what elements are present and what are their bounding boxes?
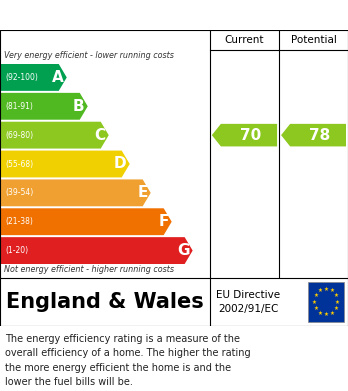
Text: Potential: Potential xyxy=(291,35,337,45)
Polygon shape xyxy=(0,237,193,264)
Text: lower the fuel bills will be.: lower the fuel bills will be. xyxy=(5,377,133,387)
Text: (55-68): (55-68) xyxy=(5,160,33,169)
Text: ★: ★ xyxy=(318,310,323,316)
Text: Very energy efficient - lower running costs: Very energy efficient - lower running co… xyxy=(4,51,174,60)
Text: ★: ★ xyxy=(312,300,317,305)
Text: England & Wales: England & Wales xyxy=(6,292,204,312)
Text: B: B xyxy=(73,99,85,114)
Text: Energy Efficiency Rating: Energy Efficiency Rating xyxy=(8,7,218,23)
Polygon shape xyxy=(0,93,88,120)
Polygon shape xyxy=(0,179,151,206)
Text: (81-91): (81-91) xyxy=(5,102,33,111)
Text: C: C xyxy=(95,127,106,143)
Text: The energy efficiency rating is a measure of the: The energy efficiency rating is a measur… xyxy=(5,334,240,344)
Text: the more energy efficient the home is and the: the more energy efficient the home is an… xyxy=(5,363,231,373)
Text: ★: ★ xyxy=(324,287,329,292)
Text: ★: ★ xyxy=(333,293,338,298)
Text: 2002/91/EC: 2002/91/EC xyxy=(218,304,279,314)
Polygon shape xyxy=(212,124,277,146)
Text: ★: ★ xyxy=(333,306,338,311)
Text: F: F xyxy=(158,214,169,229)
Text: A: A xyxy=(52,70,64,85)
Text: (92-100): (92-100) xyxy=(5,73,38,82)
Text: D: D xyxy=(114,156,127,172)
Text: EU Directive: EU Directive xyxy=(216,290,280,300)
Text: (69-80): (69-80) xyxy=(5,131,33,140)
Polygon shape xyxy=(281,124,346,146)
Text: ★: ★ xyxy=(324,312,329,317)
Text: overall efficiency of a home. The higher the rating: overall efficiency of a home. The higher… xyxy=(5,348,251,359)
Text: Current: Current xyxy=(225,35,264,45)
Text: ★: ★ xyxy=(314,306,318,311)
Text: (39-54): (39-54) xyxy=(5,188,33,197)
Polygon shape xyxy=(0,151,130,178)
Text: 70: 70 xyxy=(240,127,262,143)
Text: 78: 78 xyxy=(309,127,331,143)
Polygon shape xyxy=(0,64,67,91)
Bar xyxy=(308,282,344,322)
Text: ★: ★ xyxy=(329,310,334,316)
Text: (21-38): (21-38) xyxy=(5,217,33,226)
Polygon shape xyxy=(0,122,109,149)
Text: G: G xyxy=(177,243,190,258)
Text: ★: ★ xyxy=(329,289,334,293)
Text: ★: ★ xyxy=(314,293,318,298)
Text: (1-20): (1-20) xyxy=(5,246,28,255)
Text: E: E xyxy=(137,185,148,200)
Text: ★: ★ xyxy=(318,289,323,293)
Polygon shape xyxy=(0,208,172,235)
Text: ★: ★ xyxy=(335,300,340,305)
Text: Not energy efficient - higher running costs: Not energy efficient - higher running co… xyxy=(4,265,174,274)
